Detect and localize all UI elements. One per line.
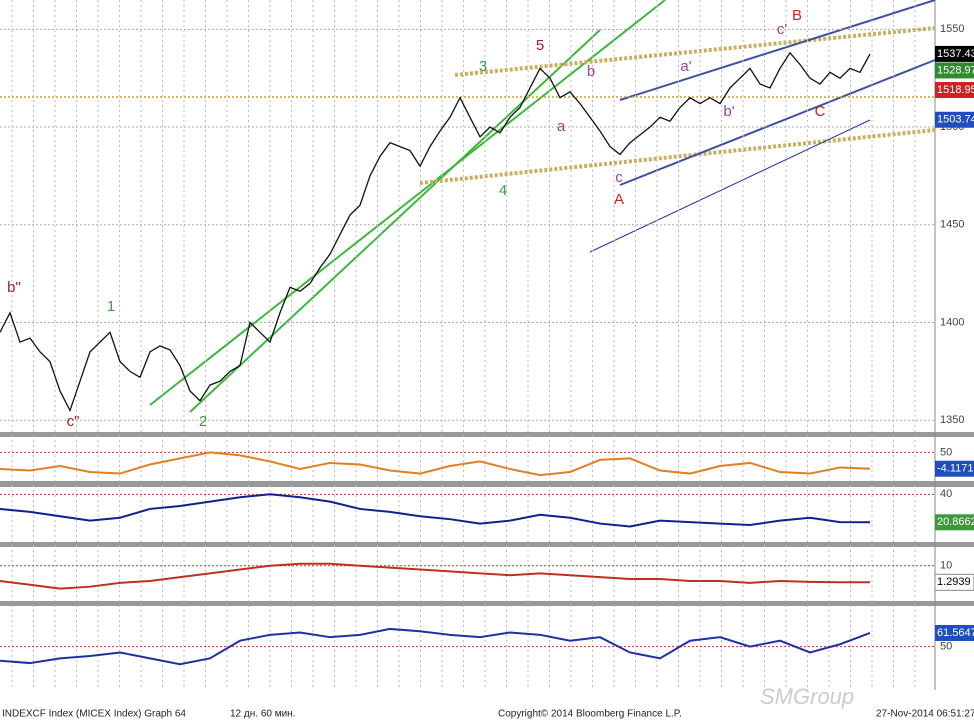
wave-label: 3 bbox=[479, 58, 487, 75]
wave-label: c' bbox=[777, 21, 788, 38]
value-tag bbox=[934, 573, 974, 591]
watermark: SMGroup bbox=[760, 684, 854, 709]
value-tag bbox=[935, 514, 974, 531]
wave-label: 4 bbox=[499, 182, 507, 199]
panel-separator bbox=[0, 601, 974, 606]
value-tag-label: 61.5647 bbox=[937, 627, 974, 639]
wave-label: 1 bbox=[107, 298, 115, 315]
series-line bbox=[0, 51, 871, 413]
y-tick-label: 50 bbox=[940, 446, 952, 458]
value-tag-label: 20.8662 bbox=[937, 516, 974, 528]
footer-timestamp: 27-Nov-2014 06:51:27 bbox=[876, 709, 974, 720]
y-tick-label: 1550 bbox=[940, 23, 964, 35]
footer-copyright: Copyright© 2014 Bloomberg Finance L.P. bbox=[498, 709, 682, 720]
series-line bbox=[0, 451, 871, 477]
wave-label: c" bbox=[67, 413, 80, 430]
panel-separator bbox=[0, 481, 974, 487]
y-tick-label: 1450 bbox=[940, 219, 964, 231]
wave-label: b bbox=[587, 63, 595, 80]
price-tag bbox=[935, 45, 974, 62]
y-tick-label: 1350 bbox=[940, 414, 964, 426]
series-line bbox=[0, 562, 871, 590]
footer-security: INDEXCF Index (MICEX Index) Graph 64 bbox=[2, 709, 186, 720]
price-tag-label: 1528.97 bbox=[937, 64, 974, 76]
value-tag bbox=[935, 460, 974, 477]
y-tick-label: 40 bbox=[940, 488, 952, 500]
wave-label: B bbox=[792, 7, 802, 24]
wave-label: a bbox=[557, 118, 566, 135]
wave-label: a' bbox=[680, 58, 691, 75]
wave-label: A bbox=[614, 191, 624, 208]
value-tag-label: -4.1171 bbox=[937, 463, 974, 475]
trend-lines bbox=[0, 0, 936, 413]
panel-separator bbox=[0, 432, 974, 437]
series-line bbox=[0, 493, 871, 528]
y-tick-label: 50 bbox=[940, 640, 952, 652]
wave-label: C bbox=[815, 103, 826, 120]
value-tag bbox=[935, 624, 974, 641]
wave-label: b' bbox=[723, 103, 734, 120]
series-line bbox=[0, 627, 871, 666]
price-tag-label: 1503.74 bbox=[937, 114, 974, 126]
price-tag-label: 1537.43 bbox=[937, 48, 974, 60]
footer-period: 12 дн. 60 мин. bbox=[230, 709, 295, 720]
panel-separator bbox=[0, 542, 974, 547]
y-tick-label: 1400 bbox=[940, 316, 964, 328]
price-tag bbox=[935, 82, 974, 99]
wave-label: c bbox=[615, 169, 623, 186]
wave-label: 2 bbox=[199, 413, 207, 430]
value-tag-label: 1.2939 bbox=[937, 576, 971, 588]
wave-label: 5 bbox=[536, 37, 544, 54]
y-tick-label: 10 bbox=[940, 560, 952, 572]
price-tag bbox=[935, 62, 974, 79]
price-tag bbox=[935, 111, 974, 128]
price-tag-label: 1518.95 bbox=[937, 84, 974, 96]
wave-label: b" bbox=[7, 279, 21, 296]
